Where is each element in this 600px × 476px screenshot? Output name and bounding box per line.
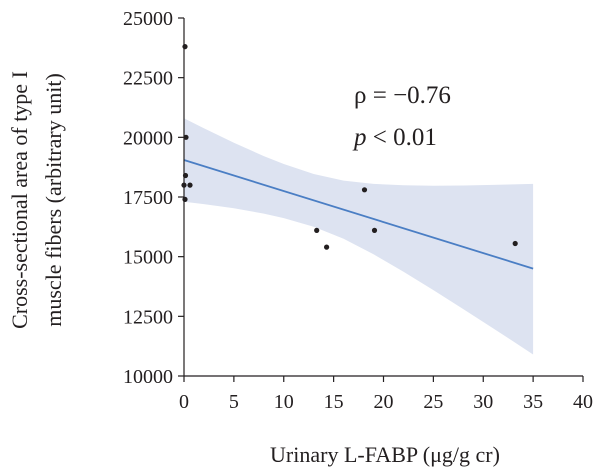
confidence-band-layer (184, 118, 534, 355)
rho-annotation: ρ = −0.76 (354, 82, 451, 109)
regression-line-layer (183, 159, 534, 270)
x-tick-label: 10 (274, 391, 294, 413)
x-tick-label: 15 (324, 391, 344, 413)
y-tick-label: 17500 (123, 187, 173, 209)
x-axis-title: Urinary L-FABP (μg/g cr) (270, 442, 500, 467)
confidence-band (184, 118, 534, 355)
data-point (182, 172, 189, 179)
y-tick-label: 15000 (123, 247, 173, 269)
y-tick-label: 20000 (123, 127, 173, 149)
data-point (181, 182, 187, 188)
data-point (183, 134, 189, 140)
data-point (182, 196, 188, 202)
x-tick-label: 20 (374, 391, 394, 413)
x-tick-label: 35 (523, 391, 543, 413)
data-points (181, 44, 518, 250)
p-value-text: < 0.01 (367, 124, 437, 151)
data-point (182, 44, 188, 50)
data-point (187, 182, 193, 188)
y-axis-title-line-2: muscle fibers (arbitrary unit) (41, 73, 66, 327)
x-tick-label: 0 (179, 391, 189, 413)
regression-line (183, 159, 534, 270)
data-point (314, 227, 320, 233)
data-point (361, 187, 368, 193)
data-point (512, 240, 518, 247)
x-tick-label: 40 (573, 391, 593, 413)
y-tick-label: 12500 (123, 306, 173, 328)
y-tick-label: 25000 (123, 8, 173, 30)
axes (178, 17, 584, 382)
y-tick-label: 22500 (123, 68, 173, 90)
x-tick-label: 5 (229, 391, 239, 413)
p-value-annotation: p < 0.01 (352, 124, 437, 151)
tick-labels: 10000 12500 15000 17500 20000 22500 25000 0 5 10 1… (123, 8, 593, 413)
data-point (324, 244, 330, 250)
x-tick-label: 25 (423, 391, 443, 413)
y-tick-label: 10000 (123, 366, 173, 388)
p-symbol: p (352, 124, 367, 151)
x-tick-label: 30 (473, 391, 493, 413)
data-point (371, 227, 378, 233)
y-axis-title-line-1: Cross-sectional area of type I (7, 71, 32, 329)
